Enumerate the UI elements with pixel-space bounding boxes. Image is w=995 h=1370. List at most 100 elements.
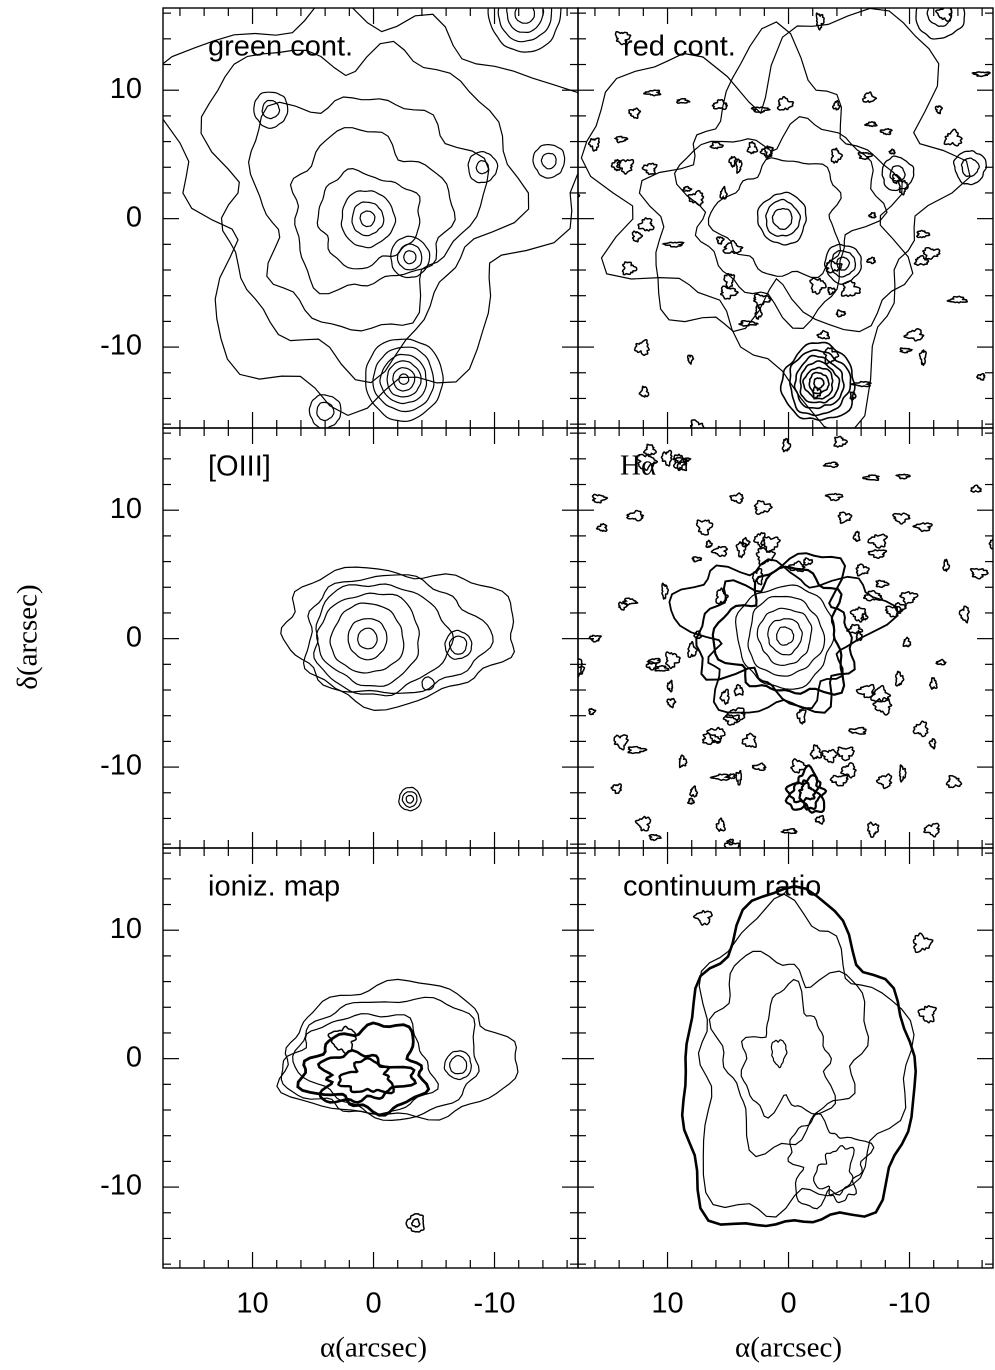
- contour: [794, 853, 808, 869]
- contour: [578, 662, 582, 678]
- contour: [686, 797, 695, 805]
- panel: ioniz. map -10 0 10 10 0 -10 α(arcsec): [100, 847, 579, 1364]
- contour: [809, 744, 823, 760]
- contour: [681, 185, 693, 192]
- contour: [849, 380, 872, 388]
- contour: [665, 651, 681, 670]
- contour: [540, 152, 557, 170]
- contours: [280, 566, 516, 812]
- contour: [392, 367, 416, 392]
- contour: [825, 259, 843, 274]
- contour: [711, 98, 729, 111]
- contour: [710, 545, 729, 558]
- contour: [893, 602, 908, 613]
- contour: [830, 249, 857, 278]
- contour: [821, 748, 839, 764]
- y-tick-label: -10: [100, 330, 142, 362]
- contour: [741, 732, 757, 749]
- contour: [316, 1049, 418, 1104]
- contour: [793, 354, 845, 410]
- contour: [247, 96, 490, 332]
- contour: [720, 285, 739, 300]
- contour: [638, 21, 914, 333]
- contour: [822, 461, 839, 469]
- contour: [875, 579, 890, 588]
- contour: [770, 1039, 788, 1069]
- contour: [487, 8, 562, 53]
- contour: [741, 536, 751, 548]
- contour: [814, 814, 825, 825]
- contour: [595, 522, 608, 533]
- contour: [308, 394, 342, 428]
- contour: [351, 201, 385, 237]
- contour: [719, 185, 728, 200]
- contour: [829, 774, 849, 787]
- contour: [816, 329, 831, 340]
- contour: [410, 1218, 421, 1228]
- contour: [591, 493, 609, 504]
- contour: [292, 996, 480, 1122]
- contour: [610, 158, 622, 172]
- contour: [776, 95, 795, 111]
- contour: [811, 386, 823, 400]
- contour: [448, 635, 468, 655]
- contour: [767, 618, 803, 656]
- x-tick-label: 10: [236, 1288, 268, 1320]
- contour: [866, 821, 880, 838]
- contour: [755, 547, 777, 566]
- contour: [862, 474, 881, 482]
- contour: [942, 558, 951, 573]
- contour: [687, 640, 698, 659]
- contour: [733, 683, 744, 697]
- y-tick-label: 10: [110, 913, 142, 945]
- contour: [719, 688, 730, 706]
- contour: [692, 909, 713, 926]
- contour: [751, 762, 767, 772]
- y-tick-label: 0: [126, 201, 142, 233]
- contour: [921, 246, 941, 260]
- contour: [912, 932, 934, 954]
- contour: [803, 557, 814, 566]
- contour: [444, 629, 473, 660]
- contours: [680, 884, 938, 1228]
- contour: [386, 360, 422, 398]
- contour: [449, 1054, 468, 1075]
- contour: [912, 522, 933, 533]
- contour: [797, 781, 817, 804]
- contour: [867, 549, 888, 560]
- contour: [654, 665, 670, 672]
- contour: [678, 754, 688, 769]
- contour: [849, 391, 857, 401]
- x-tick-label: -10: [889, 1288, 931, 1320]
- panel: red cont.: [577, 7, 994, 429]
- contour: [958, 605, 970, 624]
- contour: [840, 762, 857, 779]
- contour: [971, 71, 991, 78]
- panel-title: red cont.: [623, 31, 736, 63]
- contour: [709, 141, 724, 150]
- contour: [315, 592, 420, 687]
- contour: [894, 670, 905, 687]
- contour: [693, 629, 703, 640]
- contour: [340, 190, 397, 249]
- panel: [OIII] -10 0 10: [100, 427, 579, 849]
- contour: [913, 255, 930, 267]
- contour: [988, 535, 993, 550]
- contour: [863, 589, 883, 602]
- contour: [618, 601, 629, 611]
- contour: [726, 838, 735, 846]
- x-tick-label: 0: [365, 1288, 381, 1320]
- contour: [621, 261, 638, 276]
- contour: [580, 8, 971, 428]
- panel: continuum ratio 10 0 -10 α(arcsec): [577, 847, 994, 1364]
- contour: [756, 607, 813, 667]
- contour: [634, 815, 652, 832]
- contour: [735, 541, 748, 559]
- contour: [666, 697, 677, 709]
- contour: [497, 8, 553, 43]
- panel-frame: [162, 427, 579, 849]
- contour: [633, 338, 650, 356]
- contour: [337, 1056, 395, 1095]
- panel-title: Hα: [620, 450, 656, 482]
- contour: [689, 785, 699, 798]
